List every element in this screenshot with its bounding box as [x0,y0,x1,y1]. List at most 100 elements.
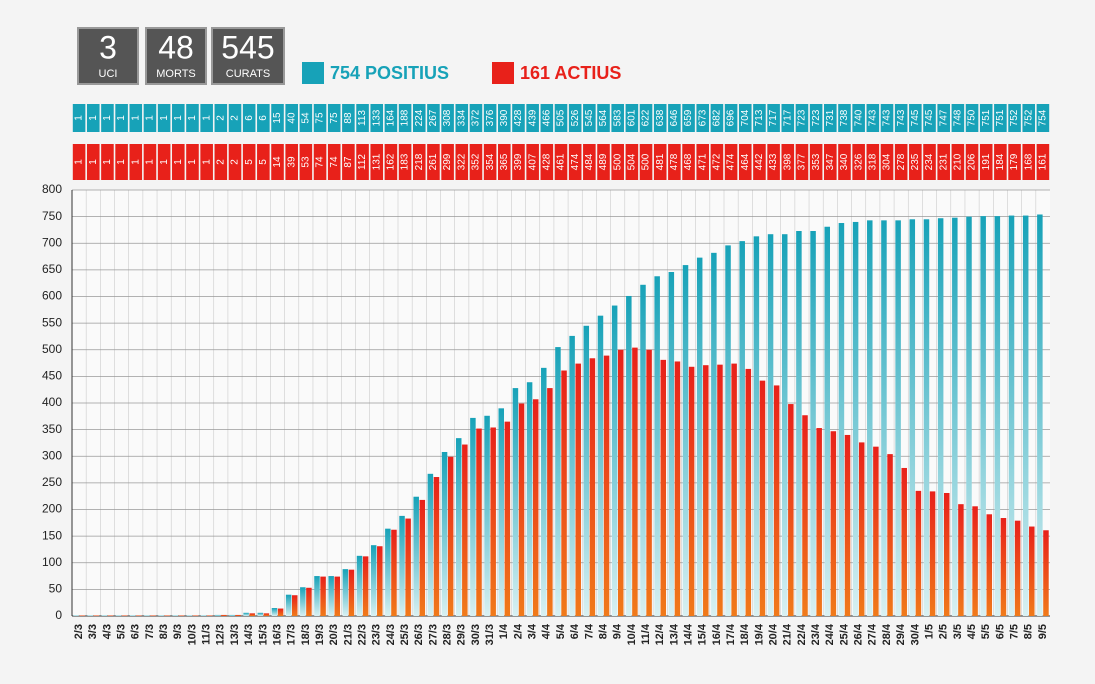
bar [490,427,496,616]
value-cell [512,104,525,132]
value-cell [1022,144,1036,180]
legend-swatch [302,62,324,84]
bar [470,417,476,616]
value-cell [1008,104,1021,132]
value-cell [498,144,511,180]
bar [334,576,341,616]
value-label: 14 [272,156,283,168]
y-tick-label: 550 [42,315,62,329]
value-cell [498,104,511,132]
bar [455,438,462,616]
value-label: 750 [967,109,978,126]
value-cell [214,104,228,132]
y-tick-label: 800 [42,182,62,196]
value-cell [101,144,114,180]
bar [703,365,709,616]
value-cell [994,104,1007,132]
y-tick-label: 300 [42,448,62,462]
value-label: 131 [371,153,382,170]
bar [215,614,221,616]
bar [844,434,851,616]
value-cell [653,144,667,180]
value-label: 1 [159,115,170,121]
x-tick-label: 12/3 [215,624,227,645]
value-cell [271,144,284,180]
value-cell [483,104,497,132]
bar [773,385,780,616]
bar [731,363,737,616]
value-label: 1 [130,115,141,121]
value-label: 659 [683,109,694,126]
x-tick-label: 8/3 [158,624,170,639]
x-tick-label: 12/4 [654,623,666,645]
value-label: 464 [740,153,751,170]
x-tick-label: 17/3 [286,624,298,645]
x-tick-label: 19/3 [314,624,326,645]
bar [753,236,760,616]
x-tick-label: 5/4 [555,623,567,639]
x-tick-label: 10/3 [186,624,198,645]
bar [192,615,199,616]
legend-label: 754 POSITIUS [330,63,449,83]
value-label: 472 [712,153,723,170]
value-cell [242,144,256,180]
value-cell [186,104,199,132]
value-cell [809,144,823,180]
value-cell [866,104,880,132]
value-cell [838,104,851,132]
value-label: 1 [116,159,127,165]
bar [895,220,901,617]
bar [306,587,312,616]
value-label: 1 [201,159,212,165]
value-label: 75 [329,112,340,124]
x-tick-label: 2/5 [938,624,950,639]
value-label: 353 [811,153,822,170]
bar [405,518,411,616]
value-label: 334 [456,109,467,126]
value-label: 40 [286,112,297,124]
value-cell [172,104,185,132]
value-label: 299 [442,153,453,170]
value-label: 428 [541,153,552,170]
x-tick-label: 4/5 [966,624,978,639]
y-tick-label: 700 [42,235,62,249]
bar [810,231,816,616]
value-cell [668,144,681,180]
bar [626,295,632,616]
value-cell [894,104,908,132]
value-cell [965,104,979,132]
y-tick-label: 100 [42,555,62,569]
value-label: 601 [627,109,638,126]
x-tick-label: 22/4 [796,623,808,645]
x-tick-label: 4/4 [541,623,553,639]
value-cell [455,104,469,132]
value-cell [157,104,171,132]
bar [129,615,136,616]
value-label: 354 [485,153,496,170]
value-cell [512,144,525,180]
value-cell [738,144,752,180]
value-label: 352 [471,153,482,170]
y-tick-label: 250 [42,475,62,489]
x-tick-label: 19/4 [753,623,765,645]
bar [646,349,652,616]
value-label: 433 [768,153,779,170]
counter-value: 48 [158,29,194,65]
value-label: 696 [726,109,737,126]
x-tick-label: 29/3 [456,624,468,645]
value-cell [172,144,185,180]
value-cell [200,144,213,180]
value-cell [795,104,809,132]
bar [271,608,278,616]
bar [229,614,235,616]
value-label: 743 [882,109,893,126]
value-label: 682 [712,109,723,126]
bar [547,388,553,616]
bar [342,569,349,616]
value-label: 723 [811,109,822,126]
x-tick-label: 4/3 [101,624,113,639]
bar [243,612,249,616]
x-tick-label: 7/5 [1008,624,1020,639]
value-label: 376 [485,109,496,126]
counter-label: MORTS [156,68,196,80]
